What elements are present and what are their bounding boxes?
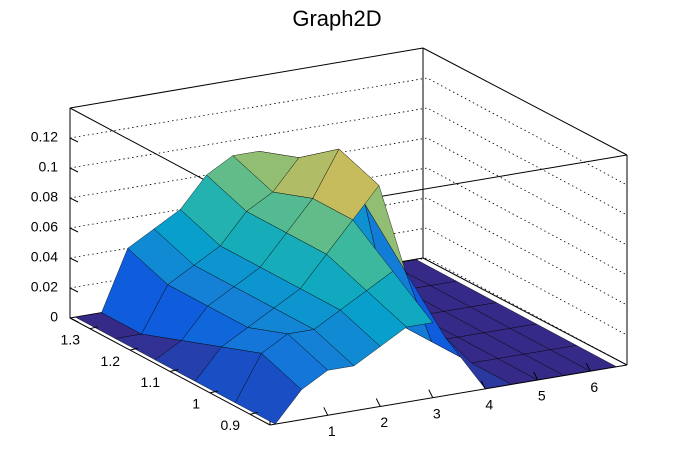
axis-line xyxy=(269,364,628,426)
z-tick-label: 0.04 xyxy=(31,249,58,265)
x-tick-label: 2 xyxy=(380,414,388,430)
x-tick xyxy=(375,398,381,407)
x-tick xyxy=(533,371,539,381)
y-tick xyxy=(89,326,99,330)
y-tick-label: 1 xyxy=(192,396,200,412)
z-tick-label: 0.08 xyxy=(31,189,58,205)
y-tick-label: 1.2 xyxy=(101,353,121,369)
y-tick-label: 1.3 xyxy=(61,331,81,347)
z-tick xyxy=(69,137,79,143)
z-tick-label: 0.06 xyxy=(31,219,58,235)
chart-title: Graph2D xyxy=(292,6,381,31)
grid-line xyxy=(69,137,628,246)
z-tick xyxy=(69,227,79,233)
grid-line xyxy=(69,257,628,366)
x-tick xyxy=(480,380,486,390)
x-tick xyxy=(428,389,434,398)
grid-line xyxy=(69,167,628,276)
y-tick-label: 0.9 xyxy=(221,417,241,433)
x-tick xyxy=(585,362,591,372)
grid-line xyxy=(69,197,628,306)
x-tick-label: 1 xyxy=(328,423,336,439)
z-tick-label: 0 xyxy=(50,309,58,325)
z-tick-label: 0.1 xyxy=(39,159,59,175)
z-tick-label: 0.02 xyxy=(31,279,58,295)
x-tick-label: 3 xyxy=(433,405,441,421)
box-edge xyxy=(69,47,424,109)
box-edge xyxy=(422,47,628,156)
z-tick xyxy=(69,257,79,263)
y-tick xyxy=(129,347,139,351)
y-tick xyxy=(249,411,259,415)
y-tick-label: 1.1 xyxy=(141,374,161,390)
z-tick xyxy=(69,167,79,173)
x-tick-label: 6 xyxy=(590,379,598,395)
z-tick-label: 0.12 xyxy=(31,129,58,145)
surface-cell xyxy=(234,352,302,425)
x-tick xyxy=(323,407,329,416)
grid-line xyxy=(69,77,628,186)
z-tick xyxy=(69,197,79,203)
x-tick-label: 5 xyxy=(538,388,546,404)
x-tick-label: 4 xyxy=(485,397,493,413)
y-tick xyxy=(209,390,219,394)
grid-line xyxy=(69,107,628,216)
z-tick xyxy=(69,287,79,293)
grid-line xyxy=(69,227,628,336)
y-tick xyxy=(169,369,179,372)
